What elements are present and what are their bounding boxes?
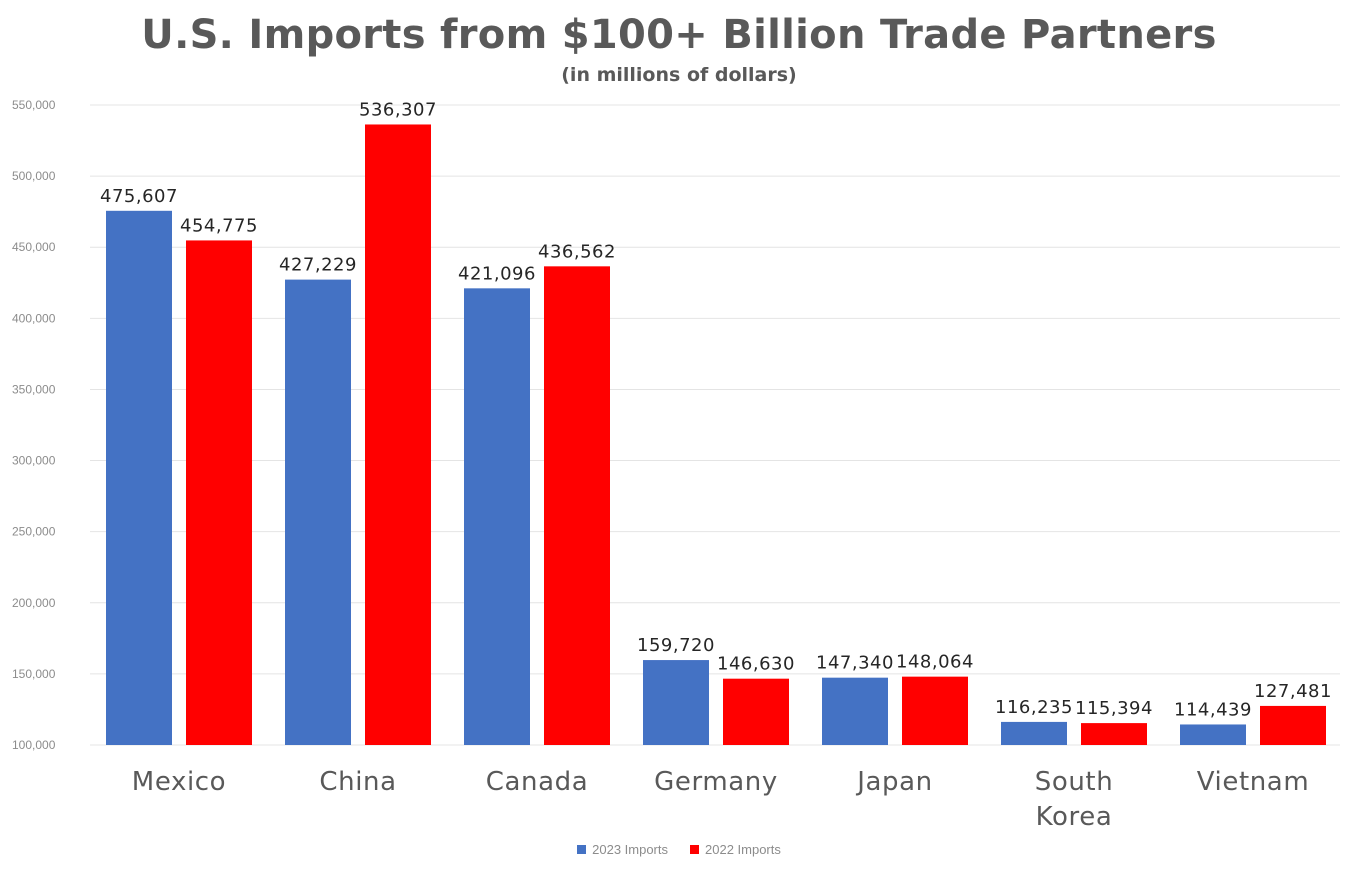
bar-2022 [365, 124, 431, 745]
chart-legend: 2023 Imports 2022 Imports [0, 842, 1358, 857]
data-label: 116,235 [995, 697, 1073, 718]
data-label: 436,562 [538, 241, 616, 262]
data-label: 148,064 [896, 652, 974, 673]
bar-2022 [902, 676, 968, 745]
bar-2023 [464, 288, 530, 745]
bar-2022 [186, 240, 252, 746]
bar-2023 [822, 677, 888, 745]
chart-subtitle: (in millions of dollars) [561, 64, 797, 86]
legend-swatch-2022 [690, 845, 699, 854]
y-tick-label: 450,000 [12, 240, 56, 254]
data-label: 536,307 [359, 99, 437, 120]
bar-2022 [723, 678, 789, 745]
y-tick-label: 150,000 [12, 667, 56, 681]
x-category-label: Japan [855, 767, 933, 797]
bar-2022 [1081, 723, 1147, 745]
data-label: 159,720 [637, 635, 715, 656]
x-category-label: China [319, 767, 396, 797]
y-tick-label: 250,000 [12, 525, 56, 539]
y-tick-label: 100,000 [12, 738, 56, 752]
data-label: 146,630 [717, 654, 795, 675]
bar-2023 [643, 660, 709, 745]
legend-swatch-2023 [577, 845, 587, 854]
x-category-label: Germany [654, 767, 778, 797]
data-label: 421,096 [458, 263, 536, 284]
y-tick-label: 500,000 [12, 169, 56, 183]
bar-2023 [106, 210, 172, 746]
y-tick-label: 550,000 [12, 98, 56, 112]
legend-item-2023: 2023 Imports [577, 842, 668, 857]
data-label: 115,394 [1075, 698, 1153, 719]
bar-2023 [285, 279, 351, 745]
bar-2022 [1260, 705, 1326, 745]
data-label: 475,607 [100, 186, 178, 207]
x-category-label: Canada [486, 767, 589, 797]
data-label: 427,229 [279, 255, 357, 276]
chart-title: U.S. Imports from $100+ Billion Trade Pa… [141, 12, 1217, 58]
x-category-label: Vietnam [1197, 767, 1310, 797]
y-tick-label: 350,000 [12, 382, 56, 396]
data-label: 114,439 [1174, 699, 1252, 720]
data-label: 147,340 [816, 653, 894, 674]
bar-2023 [1001, 721, 1067, 745]
y-tick-label: 200,000 [12, 596, 56, 610]
y-tick-label: 400,000 [12, 311, 56, 325]
x-category-label: South [1035, 767, 1114, 797]
bar-2022 [544, 266, 610, 745]
legend-label-2022: 2022 Imports [705, 842, 781, 857]
y-tick-label: 300,000 [12, 454, 56, 468]
legend-item-2022: 2022 Imports [690, 842, 781, 857]
x-category-label: Mexico [132, 767, 226, 797]
data-label: 127,481 [1254, 681, 1332, 702]
bar-2023 [1180, 724, 1246, 745]
data-label: 454,775 [180, 215, 258, 236]
x-category-label: Korea [1036, 802, 1113, 832]
legend-label-2023: 2023 Imports [592, 842, 668, 857]
